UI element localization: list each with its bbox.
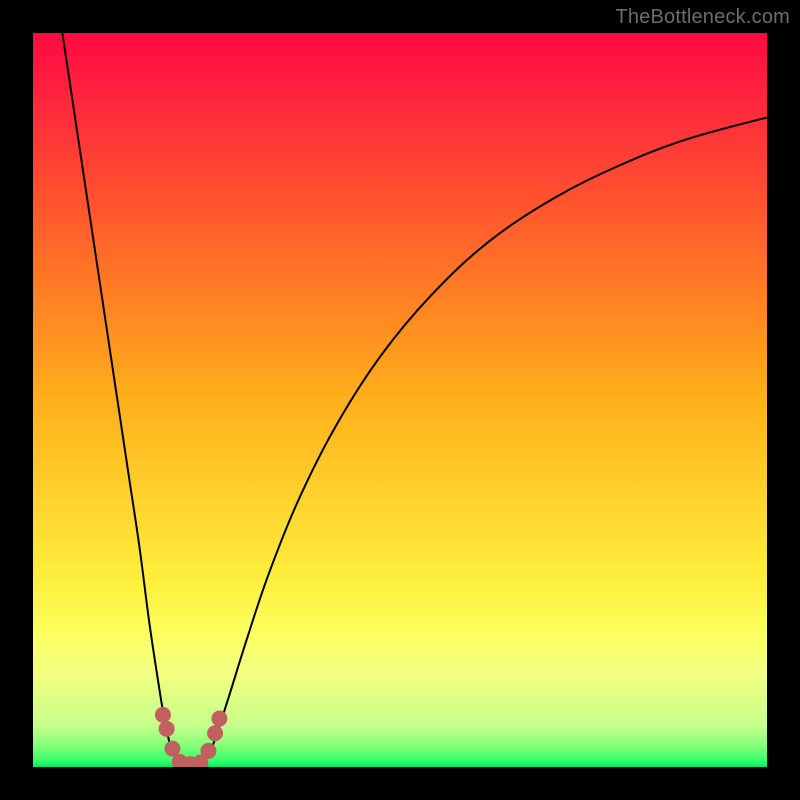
- valley-marker: [155, 707, 171, 723]
- valley-marker: [159, 721, 175, 737]
- right-curve: [202, 117, 767, 763]
- valley-marker: [207, 725, 223, 741]
- valley-marker: [211, 711, 227, 727]
- plot-area: [33, 33, 767, 767]
- left-curve: [62, 33, 179, 763]
- chart-container: TheBottleneck.com: [0, 0, 800, 800]
- watermark-text: TheBottleneck.com: [615, 6, 790, 29]
- valley-marker: [200, 743, 216, 759]
- curves-layer: [33, 33, 767, 767]
- marker-group: [155, 707, 228, 767]
